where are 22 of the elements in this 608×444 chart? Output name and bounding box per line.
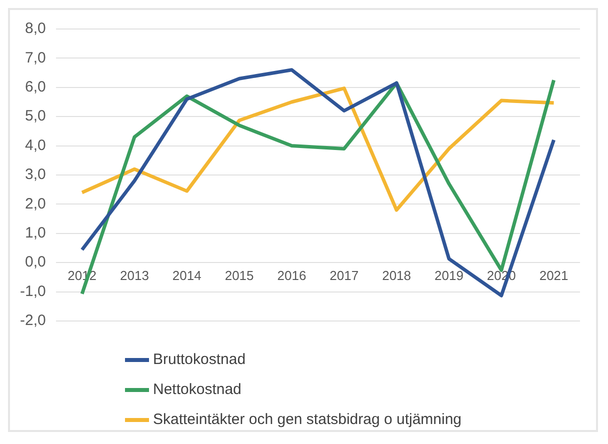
x-tick-label: 2018 <box>382 268 412 283</box>
y-tick-label: -1,0 <box>20 282 46 300</box>
y-tick-label: 8,0 <box>24 20 46 38</box>
x-tick-label: 2019 <box>434 268 464 283</box>
legend-label: Nettokostnad <box>153 380 242 400</box>
y-tick-label: 3,0 <box>24 166 46 184</box>
y-tick-label: 2,0 <box>24 195 46 212</box>
y-tick-label: 5,0 <box>24 108 46 125</box>
y-tick-label: 6,0 <box>24 78 46 96</box>
y-tick-label: 7,0 <box>24 49 46 66</box>
y-tick-label: -2,0 <box>20 312 46 330</box>
y-tick-label: 0,0 <box>24 254 46 271</box>
legend-label: Bruttokostnad <box>153 350 246 370</box>
x-tick-label: 2021 <box>539 268 568 283</box>
x-tick-label: 2016 <box>277 268 306 283</box>
y-tick-label: 4,0 <box>24 136 46 154</box>
legend-label: Skatteintäkter och gen statsbidrag o utjämning <box>153 410 462 430</box>
x-tick-label: 2015 <box>224 268 254 283</box>
x-tick-label: 2013 <box>120 268 149 283</box>
x-tick-label: 2014 <box>172 268 202 283</box>
x-tick-label: 2017 <box>330 268 359 283</box>
y-tick-label: 1,0 <box>24 224 46 242</box>
